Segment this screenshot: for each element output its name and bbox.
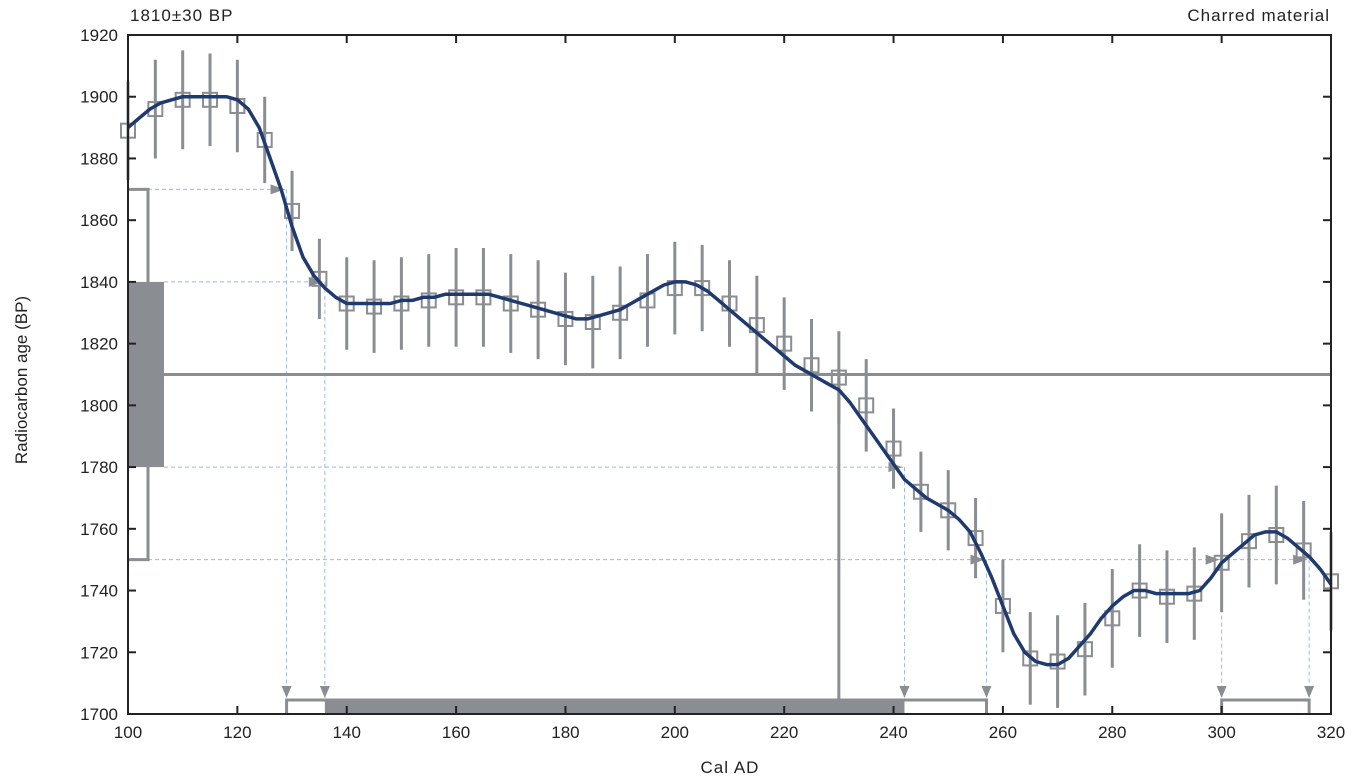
y-tick-label: 1900	[80, 88, 118, 107]
data-point-marker	[885, 440, 902, 457]
x-axis-label: Cal AD	[700, 758, 760, 777]
data-point-marker	[830, 369, 847, 386]
x-tick-label: 120	[223, 723, 251, 742]
data-point-marker	[803, 357, 820, 374]
data-point-marker	[858, 397, 875, 414]
y-tick-label: 1840	[80, 273, 118, 292]
guide-arrow-down-0	[281, 686, 292, 698]
guide-arrow-down-2	[899, 686, 910, 698]
data-point-marker	[448, 289, 465, 306]
data-point-marker	[311, 270, 328, 287]
calibration-curve-line	[126, 94, 1333, 667]
sample-age-label: 1810±30 BP	[130, 6, 234, 25]
x-tick-label: 280	[1098, 723, 1126, 742]
x-tick-label: 200	[661, 723, 689, 742]
y-tick-label: 1920	[80, 26, 118, 45]
sigma1-age-bar	[128, 281, 164, 468]
data-point-marker	[584, 314, 601, 331]
data-point-marker	[694, 280, 711, 297]
y-tick-label: 1700	[80, 705, 118, 724]
data-point-marker	[912, 483, 929, 500]
y-tick-label: 1740	[80, 582, 118, 601]
y-axis-label: Radiocarbon age (BP)	[12, 295, 31, 465]
guide-arrow-right-3	[970, 554, 985, 565]
guide-arrow-right-0	[270, 184, 285, 195]
x-tick-label: 320	[1317, 723, 1345, 742]
y-tick-label: 1880	[80, 149, 118, 168]
data-point-marker	[1240, 533, 1257, 550]
material-label: Charred material	[1187, 6, 1330, 25]
guide-arrow-down-3	[981, 686, 992, 698]
guide-arrow-down-5	[1304, 686, 1315, 698]
x-tick-label: 160	[442, 723, 470, 742]
curve-layer	[126, 94, 1333, 667]
data-point-marker	[1295, 542, 1312, 559]
sigma2-range-bracket-1	[1220, 698, 1311, 714]
x-tick-label: 100	[114, 723, 142, 742]
x-tick-label: 260	[989, 723, 1017, 742]
x-tick-label: 140	[333, 723, 361, 742]
sigma2-age-bracket	[128, 187, 150, 562]
guide-arrow-down-4	[1216, 686, 1227, 698]
y-tick-label: 1860	[80, 211, 118, 230]
y-tick-label: 1780	[80, 458, 118, 477]
guide-arrow-down-1	[319, 686, 330, 698]
data-point-marker	[202, 91, 219, 108]
data-point-marker	[475, 289, 492, 306]
data-point-marker	[776, 335, 793, 352]
data-point-marker	[940, 502, 957, 519]
x-tick-label: 300	[1207, 723, 1235, 742]
x-tick-label: 180	[551, 723, 579, 742]
error-bars-layer	[120, 50, 1339, 708]
data-point-marker	[1158, 588, 1175, 605]
tick-labels-layer: 100 120 140 160 180 200 220 240 260 280 300 320 1700…	[80, 26, 1345, 742]
data-point-marker	[1213, 554, 1230, 571]
y-tick-label: 1760	[80, 520, 118, 539]
data-point-marker	[994, 597, 1011, 614]
data-point-marker	[420, 292, 437, 309]
data-point-marker	[1022, 650, 1039, 667]
y-tick-label: 1720	[80, 643, 118, 662]
data-point-marker	[1104, 610, 1121, 627]
plot-frame	[127, 34, 1332, 715]
x-tick-label: 220	[770, 723, 798, 742]
y-tick-label: 1820	[80, 335, 118, 354]
plot-border	[127, 34, 1332, 715]
data-point-marker	[284, 202, 301, 219]
y-tick-label: 1800	[80, 396, 118, 415]
x-tick-label: 240	[879, 723, 907, 742]
range-bars-layer	[128, 187, 1331, 714]
data-point-marker	[366, 298, 383, 315]
sigma1-range-bar	[324, 700, 905, 714]
guide-arrow-right-4	[1205, 554, 1220, 565]
